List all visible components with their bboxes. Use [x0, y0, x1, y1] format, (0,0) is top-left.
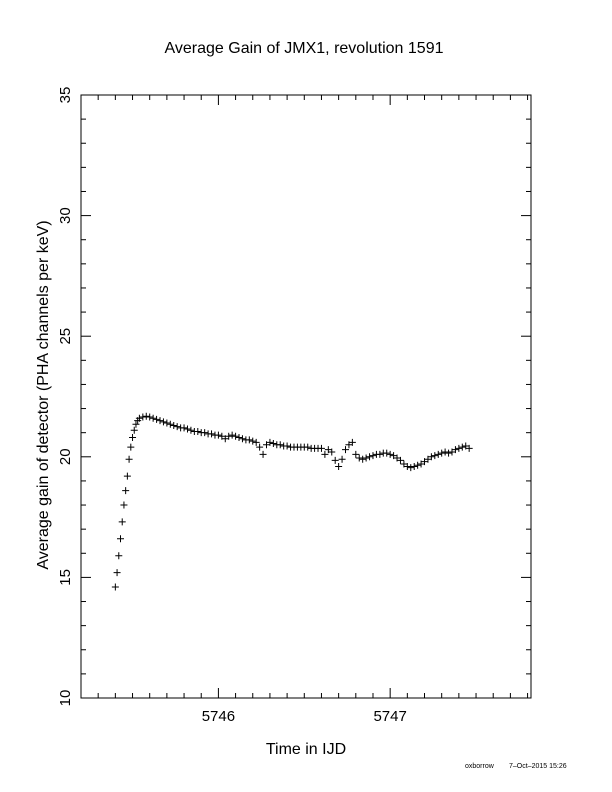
- data-point: [117, 535, 125, 543]
- data-point: [122, 487, 130, 495]
- data-point: [338, 455, 346, 463]
- data-point: [201, 429, 209, 437]
- data-point: [276, 441, 284, 449]
- data-point: [396, 456, 404, 464]
- data-point: [125, 455, 133, 463]
- data-point: [458, 443, 466, 451]
- chart-title: Average Gain of JMX1, revolution 1591: [165, 40, 444, 57]
- y-tick-label: 35: [57, 87, 74, 104]
- data-point: [451, 446, 459, 454]
- data-point: [111, 583, 119, 591]
- data-point: [214, 431, 222, 439]
- data-point: [163, 419, 171, 427]
- data-point: [135, 414, 143, 422]
- y-axis: 10 15 20 25 30 35: [57, 87, 531, 707]
- data-point: [269, 440, 277, 448]
- data-point: [434, 450, 442, 458]
- data-point: [321, 450, 329, 458]
- data-point: [410, 462, 418, 470]
- data-point: [228, 431, 236, 439]
- data-point: [342, 446, 350, 454]
- data-point: [249, 437, 257, 445]
- y-tick-label: 30: [57, 207, 74, 224]
- data-point: [335, 462, 343, 470]
- data-point: [355, 454, 363, 462]
- data-point: [129, 434, 137, 442]
- data-point: [331, 456, 339, 464]
- data-point: [383, 449, 391, 457]
- data-point: [369, 452, 377, 460]
- data-point: [256, 443, 264, 451]
- data-point: [431, 452, 439, 460]
- data-point: [142, 412, 150, 420]
- data-point: [139, 413, 147, 421]
- data-point: [245, 436, 253, 444]
- data-point: [120, 501, 128, 509]
- data-point: [359, 455, 367, 463]
- x-axis-label: Time in IJD: [266, 741, 346, 758]
- data-point: [146, 413, 154, 421]
- y-tick-label: 20: [57, 448, 74, 465]
- footer-user: oxborrow: [465, 763, 495, 770]
- data-point: [445, 449, 453, 457]
- data-point: [113, 569, 121, 577]
- data-point: [238, 435, 246, 443]
- data-point: [166, 420, 174, 428]
- data-point: [153, 415, 161, 423]
- data-point: [455, 444, 463, 452]
- data-point: [304, 443, 312, 451]
- data-point: [414, 461, 422, 469]
- data-point: [132, 420, 140, 428]
- data-point: [194, 427, 202, 435]
- plot-frame: [80, 94, 532, 699]
- data-point: [127, 443, 135, 451]
- data-point: [266, 438, 274, 446]
- data-point: [348, 438, 356, 446]
- x-tick-label: 5746: [202, 708, 235, 725]
- data-point: [366, 453, 374, 461]
- data-point: [183, 425, 191, 433]
- data-point: [465, 444, 473, 452]
- data-point: [156, 417, 164, 425]
- data-point: [235, 434, 243, 442]
- y-axis-label: Average gain of detector (PHA channels p…: [35, 220, 52, 569]
- data-point: [283, 442, 291, 450]
- data-series: [111, 412, 473, 591]
- data-point: [252, 438, 260, 446]
- data-point: [180, 424, 188, 432]
- y-tick-label: 25: [57, 328, 74, 345]
- data-point: [170, 421, 178, 429]
- data-point: [149, 414, 157, 422]
- x-tick-label: 5747: [373, 708, 406, 725]
- y-tick-label: 15: [57, 569, 74, 586]
- data-point: [187, 426, 195, 434]
- data-point: [317, 444, 325, 452]
- data-point: [407, 464, 415, 472]
- data-point: [259, 450, 267, 458]
- data-point: [130, 426, 138, 434]
- data-point: [173, 423, 181, 431]
- data-point: [352, 450, 360, 458]
- data-point: [328, 448, 336, 456]
- data-point: [159, 418, 167, 426]
- x-axis: 5746 5747: [80, 95, 529, 725]
- data-point: [403, 462, 411, 470]
- data-point: [438, 449, 446, 457]
- data-point: [427, 453, 435, 461]
- data-point: [225, 432, 233, 440]
- data-point: [376, 450, 384, 458]
- y-tick-label: 10: [57, 690, 74, 707]
- data-point: [115, 552, 123, 560]
- data-point: [362, 454, 370, 462]
- data-point: [123, 472, 131, 480]
- data-point: [208, 430, 216, 438]
- data-point: [441, 448, 449, 456]
- data-point: [386, 450, 394, 458]
- data-point: [232, 432, 240, 440]
- footer-timestamp: 7–Oct–2015 15:26: [509, 763, 567, 770]
- data-point: [118, 518, 126, 526]
